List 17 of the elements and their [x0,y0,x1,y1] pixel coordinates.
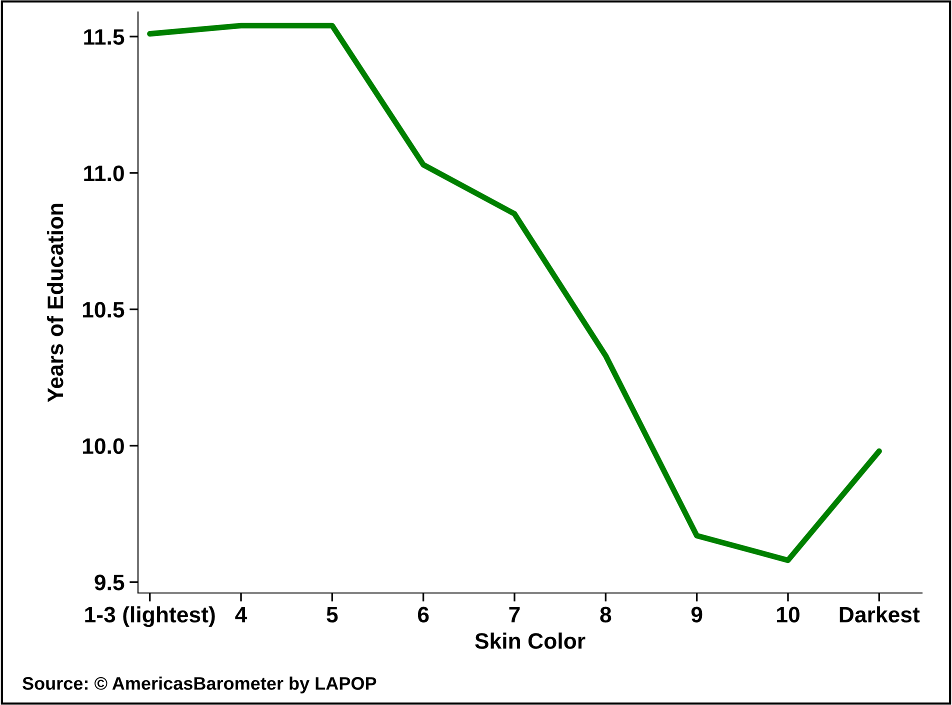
x-tick-label: 9 [691,606,702,623]
x-tick-label: 5 [326,607,338,623]
y-tick-label: 11.5 [84,29,124,45]
y-tick-label: 11.0 [84,165,124,182]
x-tick-label: 1-3 (lightest) [85,606,215,628]
source-note: Source: © AmericasBarometer by LAPOP [22,676,376,694]
x-tick-label: 8 [600,606,612,623]
y-tick-label: 10.5 [82,302,124,318]
y-tick-label: 9.5 [94,574,124,590]
x-axis-title: Skin Color [475,632,586,649]
x-tick-label: 6 [418,606,429,623]
x-tick-label: 7 [509,607,520,622]
y-axis-title: Years of Education [46,204,64,402]
y-tick-label: 10.0 [82,438,124,454]
x-tick-label: 10 [777,606,800,623]
x-tick-label: Darkest [840,606,920,623]
x-tick-label: 4 [235,607,248,622]
